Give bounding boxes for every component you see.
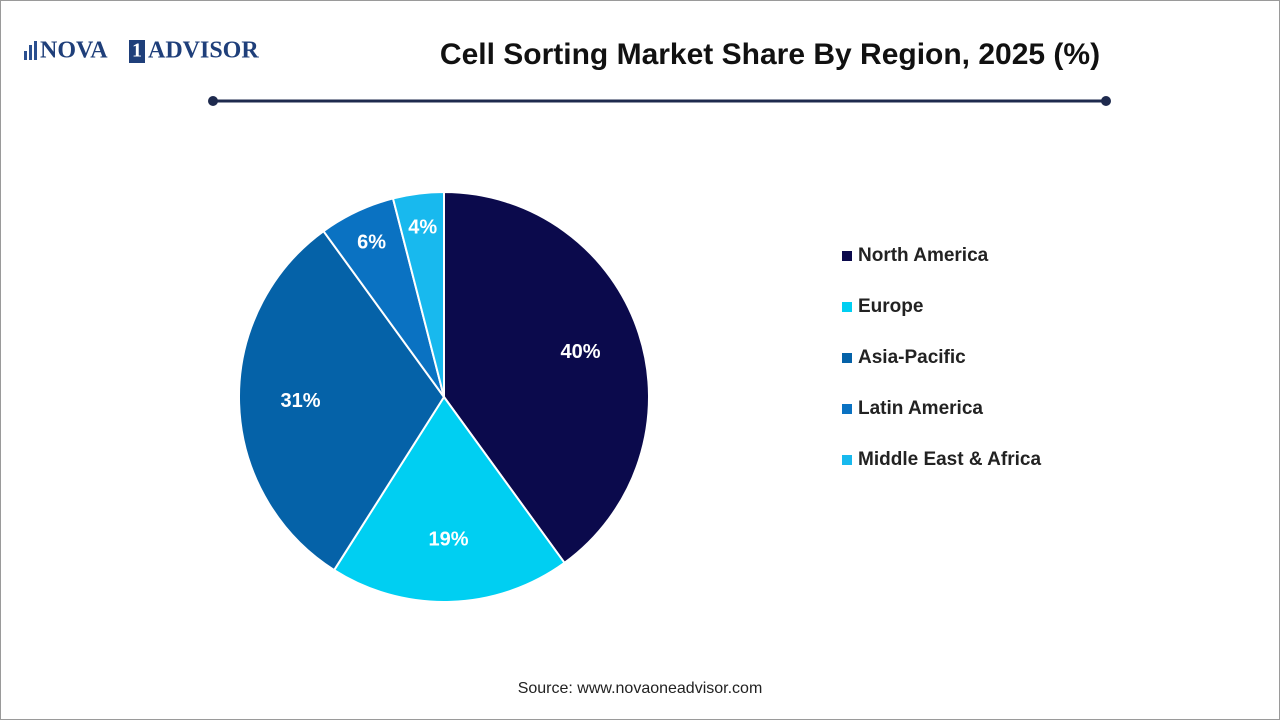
source: Source: www.novaoneadvisor.com bbox=[518, 680, 763, 697]
logo: NOVA 1 ADVISOR bbox=[24, 38, 259, 64]
data-label: 4% bbox=[408, 216, 437, 238]
data-label: 6% bbox=[357, 231, 386, 253]
legend-label: Europe bbox=[858, 296, 923, 317]
logo-text: ADVISOR bbox=[148, 38, 259, 64]
logo-text: NOVA bbox=[40, 38, 108, 64]
chart-title: Cell Sorting Market Share By Region, 202… bbox=[440, 38, 1100, 71]
legend-label: North America bbox=[858, 245, 989, 266]
legend-swatch bbox=[842, 302, 852, 312]
data-label: 31% bbox=[281, 390, 321, 412]
logo-bar bbox=[24, 51, 27, 60]
logo-bar bbox=[29, 45, 32, 60]
data-label: 40% bbox=[560, 341, 600, 363]
pie-slice bbox=[443, 190, 650, 565]
pie-slice bbox=[391, 190, 445, 398]
pie-slice bbox=[238, 229, 446, 572]
legend-label: Latin America bbox=[858, 398, 983, 419]
legend-label: Asia-Pacific bbox=[858, 347, 966, 368]
rule-dot bbox=[1101, 96, 1111, 106]
pie-slice bbox=[332, 395, 566, 603]
legend-swatch bbox=[842, 251, 852, 261]
logo-digit: 1 bbox=[132, 40, 142, 62]
rule-dot bbox=[208, 96, 218, 106]
logo-bar bbox=[34, 41, 37, 60]
legend-swatch bbox=[842, 455, 852, 465]
logo-box bbox=[129, 40, 145, 63]
legend-label: Middle East & Africa bbox=[858, 449, 1041, 470]
legend-swatch bbox=[842, 353, 852, 363]
data-label: 19% bbox=[428, 529, 468, 551]
legend-swatch bbox=[842, 404, 852, 414]
